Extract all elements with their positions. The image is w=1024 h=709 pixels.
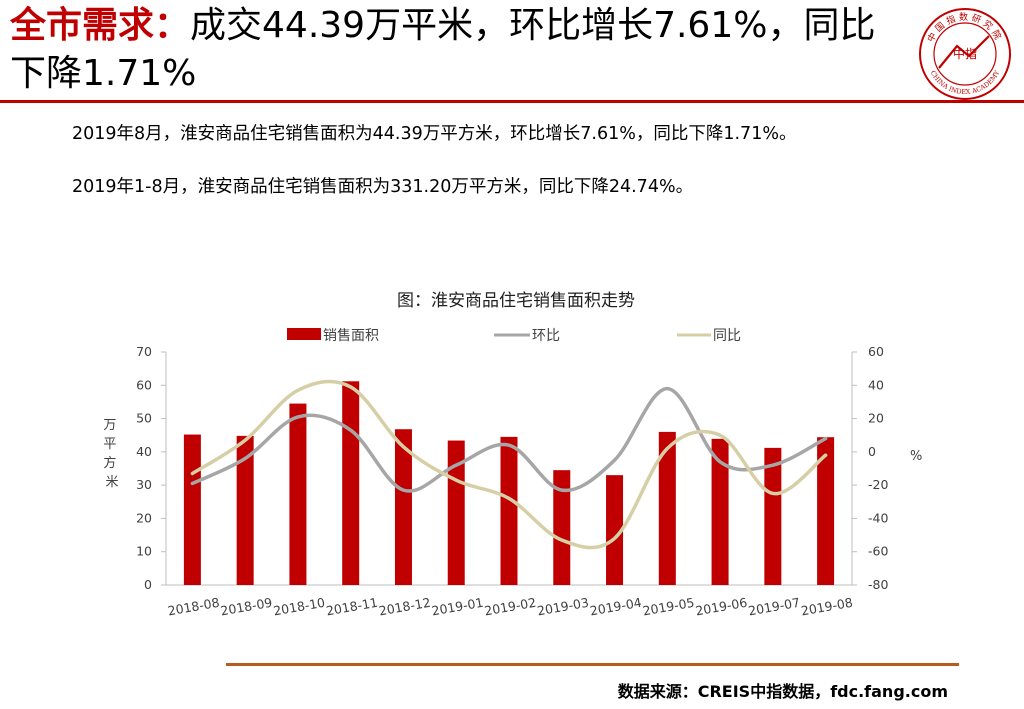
x-tick-label: 2019-06 — [694, 595, 748, 619]
y-right-tick-label: 40 — [868, 377, 884, 392]
title-rest: 成交44.39万平米，环比增长7.61%，同比下降1.71% — [10, 5, 876, 94]
bar — [500, 436, 518, 585]
bar — [553, 470, 571, 585]
x-tick-label: 2019-08 — [800, 595, 854, 619]
line-yoy — [190, 379, 828, 550]
y-left-tick-label: 10 — [136, 544, 152, 559]
x-tick-label: 2019-01 — [430, 595, 484, 619]
y-left-title-char-1: 万 — [103, 418, 116, 433]
chart-title: 图：淮安商品住宅销售面积走势 — [397, 291, 635, 311]
x-tick-label: 2018-10 — [272, 595, 326, 619]
x-tick-label: 2019-03 — [536, 595, 590, 619]
y-left-tick-label: 30 — [136, 477, 152, 492]
x-tick-label: 2018-11 — [325, 595, 379, 619]
y-right-tick-label: 0 — [868, 444, 876, 459]
bar — [711, 438, 729, 585]
paragraph-2: 2019年1-8月，淮安商品住宅销售面积为331.20万平方米，同比下降24.7… — [72, 177, 694, 197]
x-tick-label: 2018-12 — [378, 595, 432, 619]
y-right-axis-title: % — [910, 449, 922, 464]
x-tick-label: 2019-02 — [483, 595, 537, 619]
title-accent: 全市需求： — [10, 5, 191, 46]
legend-label-sales: 销售面积 — [323, 328, 379, 344]
page-title: 全市需求：成交44.39万平米，环比增长7.61%，同比下降1.71% — [10, 2, 910, 98]
x-tick-label: 2019-05 — [642, 595, 696, 619]
bar — [342, 381, 360, 585]
bar — [236, 435, 254, 585]
bar — [289, 403, 307, 585]
bar — [183, 434, 201, 585]
paragraph-1: 2019年8月，淮安商品住宅销售面积为44.39万平方米，环比增长7.61%，同… — [72, 124, 797, 144]
china-index-academy-logo: 中国指数研究院 CHINA INDEX ACADEMY 中指 — [919, 8, 1011, 100]
bar — [394, 429, 412, 585]
y-left-tick-label: 50 — [136, 411, 152, 426]
bar — [658, 431, 676, 585]
x-tick-label: 2018-09 — [219, 595, 273, 619]
y-left-tick-label: 0 — [144, 577, 152, 592]
y-left-tick-label: 20 — [136, 510, 152, 525]
data-source: 数据来源：CREIS中指数据，fdc.fang.com — [617, 682, 948, 701]
bar — [817, 437, 835, 585]
y-left-axis-title: 万 平 方 米 — [103, 418, 120, 490]
y-left-tick-label: 40 — [136, 444, 152, 459]
y-left-title-char-2: 平 — [103, 437, 116, 452]
legend-swatch-sales — [287, 328, 321, 340]
y-right-tick-label: -80 — [868, 577, 888, 592]
y-left-title-char-3: 方 — [103, 455, 116, 471]
x-tick-label: 2019-07 — [747, 595, 801, 619]
x-tick-label: 2019-04 — [589, 595, 643, 619]
y-right-tick-label: -60 — [868, 544, 888, 559]
line-mom — [190, 386, 828, 493]
legend-label-yoy: 同比 — [713, 328, 741, 344]
x-tick-label: 2018-08 — [167, 595, 221, 619]
y-left-tick-label: 70 — [136, 344, 152, 359]
y-left-title-char-4: 米 — [105, 475, 118, 490]
legend-label-mom: 环比 — [532, 328, 560, 344]
plot-area: 0 10 20 30 40 50 60 70 -80 -60 -40 -20 0 20 40 60 2018-0… — [136, 344, 888, 618]
footer-divider — [226, 663, 959, 666]
y-left-tick-label: 60 — [136, 377, 152, 392]
y-right-tick-label: -20 — [868, 477, 888, 492]
y-right-tick-label: 20 — [868, 411, 884, 426]
bar — [606, 475, 624, 585]
title-divider — [0, 100, 1024, 103]
logo-center-text: 中指 — [953, 46, 977, 61]
y-right-tick-label: 60 — [868, 344, 884, 359]
bar — [764, 447, 782, 585]
y-right-tick-label: -40 — [868, 510, 888, 525]
